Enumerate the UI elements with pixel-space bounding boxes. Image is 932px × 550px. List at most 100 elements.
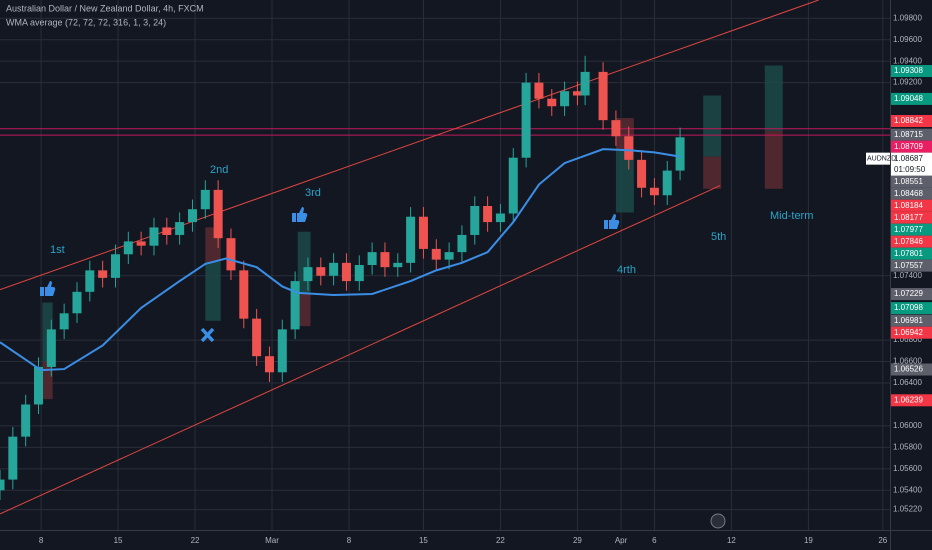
annotation: 3rd [305, 187, 321, 199]
y-tick-label: 1.05800 [893, 442, 922, 451]
candle-body [649, 187, 659, 196]
annotation: 1st [50, 244, 65, 256]
candle-body [252, 318, 262, 357]
thumbs-up-icon [40, 281, 56, 296]
candle-body [46, 329, 56, 367]
y-tick-label: 1.06400 [893, 378, 922, 387]
logo-icon [710, 513, 726, 529]
x-tick-label: 19 [804, 536, 813, 545]
candle-body [560, 91, 570, 107]
candle-body [598, 71, 608, 121]
candle-body [290, 281, 300, 330]
price-label-box [891, 92, 932, 105]
candle-body [495, 213, 505, 223]
price-label-box [891, 128, 932, 141]
candle-body [470, 205, 480, 235]
y-tick-label: 1.09600 [893, 35, 922, 44]
candle-body [534, 82, 544, 99]
price-label: 1.08177 [894, 213, 923, 222]
candle-body [98, 270, 108, 278]
candle-body [213, 189, 223, 239]
price-label-box [891, 223, 932, 236]
annotation: Mid-term [770, 210, 813, 222]
candle-body [341, 262, 351, 282]
candle-body [580, 71, 590, 96]
candle-body [521, 82, 531, 158]
price-label-box [891, 288, 932, 301]
price-label: 1.06526 [894, 365, 923, 374]
candle-body [72, 291, 82, 314]
candle-body [136, 241, 146, 246]
price-label-box [891, 235, 932, 248]
candle-body [175, 222, 185, 235]
candle-body [431, 248, 441, 260]
price-label: 1.07801 [894, 249, 923, 258]
price-label: 1.09048 [894, 94, 923, 103]
candle-body [572, 91, 582, 96]
profit-zone [703, 95, 722, 157]
candle-body [444, 252, 454, 260]
x-tick-label: 15 [419, 536, 428, 545]
price-label: 1.08709 [894, 142, 923, 151]
last-price-box [891, 152, 932, 176]
thumbs-up-icon [604, 214, 620, 229]
loss-zone [764, 130, 783, 189]
candle-body [123, 241, 133, 255]
candle-body [380, 252, 390, 268]
price-label-box [891, 259, 932, 272]
candle-body [59, 313, 69, 330]
candle-body [624, 136, 634, 160]
candle-body [483, 205, 493, 223]
candle-body [637, 159, 647, 188]
thumbs-up-icon [292, 207, 308, 222]
price-label: 1.08468 [894, 189, 923, 198]
price-label-box [891, 187, 932, 200]
candle-body [33, 366, 43, 405]
candle-body [239, 270, 249, 319]
last-price-label: 1.08687 [894, 154, 923, 163]
channel-line [0, 0, 819, 291]
candle-body [277, 329, 287, 373]
countdown-label: 01:09:50 [894, 165, 926, 174]
axes-layer: 1.09800 1.09600 1.09400 1.09200 1.07400 1.068… [39, 13, 932, 545]
candle-body [200, 189, 210, 210]
y-tick-label: 1.09200 [893, 78, 922, 87]
candle-body [303, 267, 313, 282]
candle-body [8, 436, 18, 480]
x-tick-label: 29 [573, 536, 582, 545]
y-tick-label: 1.09400 [893, 56, 922, 65]
candle-body [547, 98, 557, 107]
price-label-box [891, 394, 932, 407]
candle-body [187, 209, 197, 223]
x-tick-label: 6 [652, 536, 657, 545]
price-label: 1.06981 [894, 316, 923, 325]
x-tick-label: 22 [191, 536, 200, 545]
price-label-box [891, 65, 932, 78]
candle-body [662, 170, 672, 196]
annotation: 2nd [210, 164, 228, 176]
loss-zone [297, 292, 311, 327]
candle-body [162, 227, 172, 235]
profit-zone [615, 149, 634, 213]
price-label-box [891, 211, 932, 224]
x-tick-label: 15 [114, 536, 123, 545]
loss-zone [703, 156, 722, 189]
price-label-box [891, 302, 932, 315]
x-tick-label: 8 [39, 536, 44, 545]
candle-body [0, 479, 5, 491]
candle-body [316, 267, 326, 276]
price-label: 1.06942 [894, 328, 923, 337]
candle-body [418, 216, 428, 249]
candle-body [406, 216, 416, 263]
price-label: 1.08842 [894, 116, 923, 125]
profit-zone [205, 261, 221, 321]
x-tick-label: 12 [727, 536, 736, 545]
y-tick-label: 1.07400 [893, 271, 922, 280]
candle-body [508, 157, 518, 214]
y-tick-label: 1.05220 [893, 505, 922, 514]
annotation: 5th [711, 231, 726, 243]
candle-body [354, 265, 364, 282]
candle-body [457, 234, 467, 253]
price-label-box [891, 314, 932, 327]
